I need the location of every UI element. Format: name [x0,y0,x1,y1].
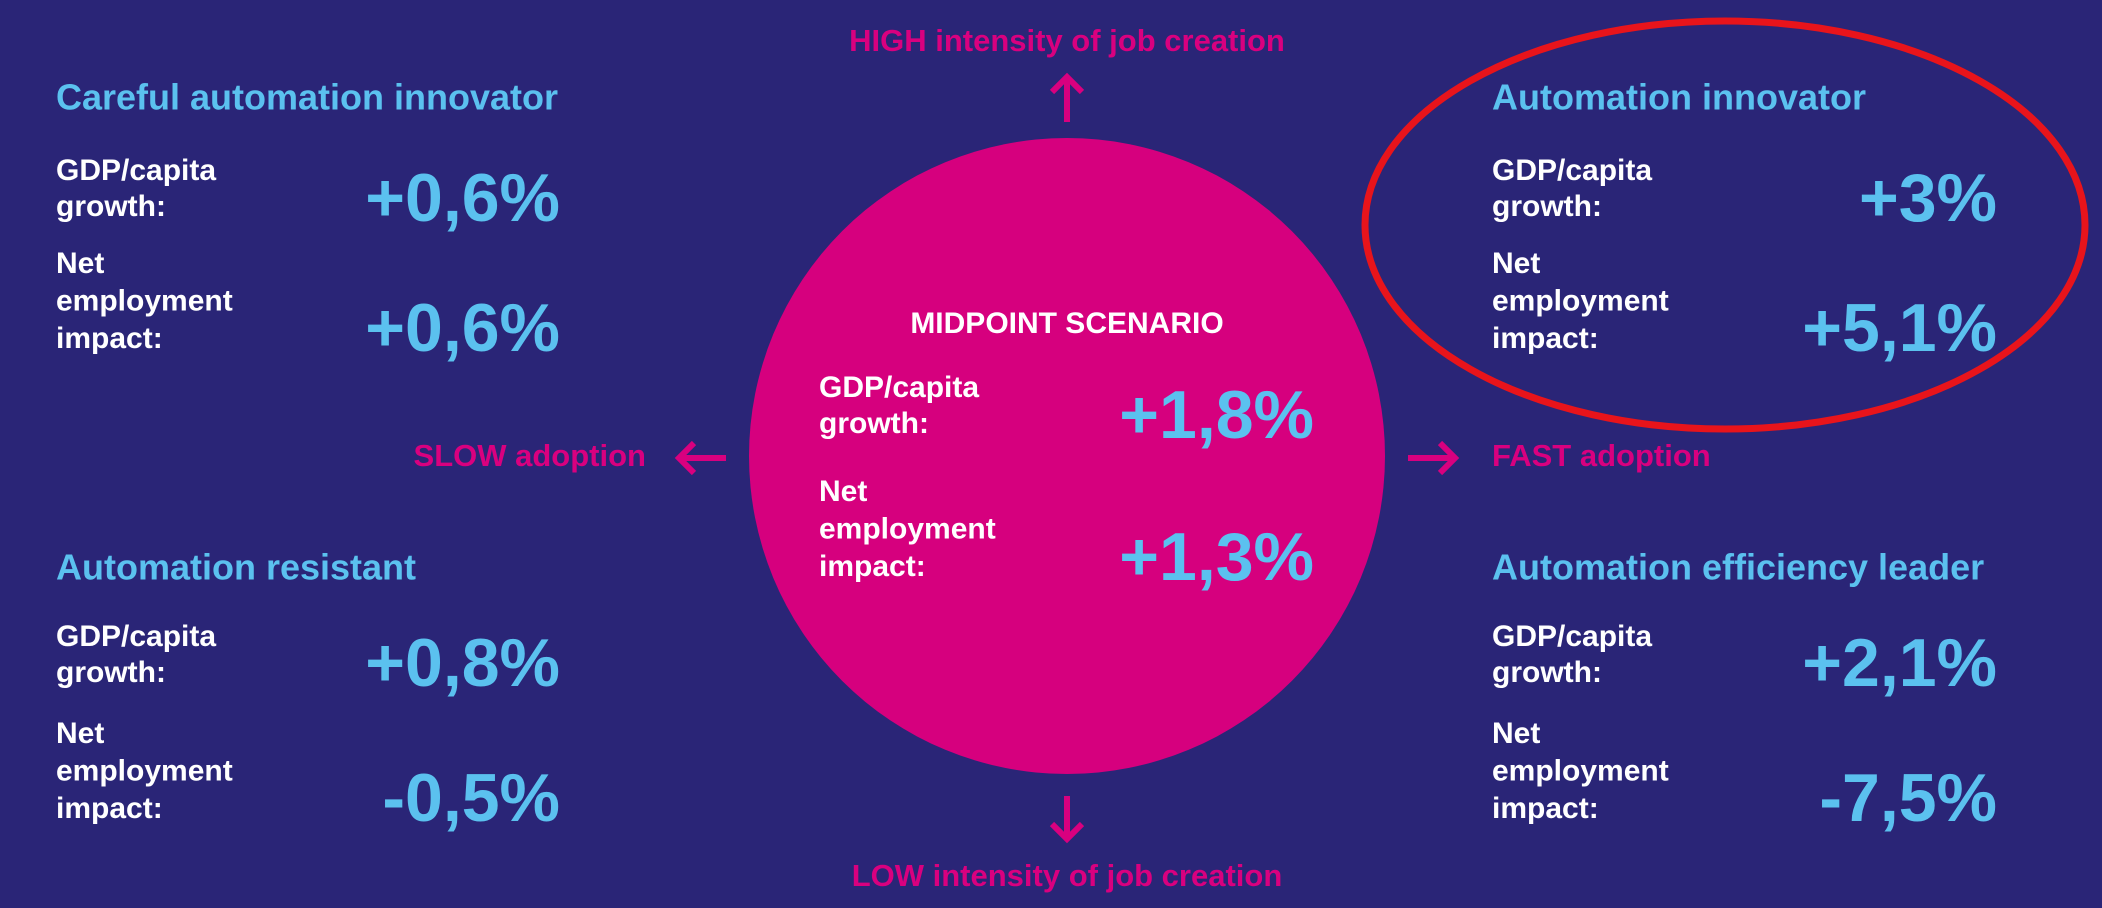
axis-top-label: HIGH intensity of job creation [849,23,1285,58]
employment-label: employment [1492,284,1669,317]
quadrant-title: Automation innovator [1492,77,1866,118]
employment-label: employment [819,512,996,545]
gdp-label: GDP/capita [56,154,216,187]
employment-label: Net [1492,247,1540,280]
employment-label: employment [56,284,233,317]
gdp-label: growth: [1492,190,1602,223]
employment-label: Net [56,247,104,280]
employment-label: Net [1492,717,1540,750]
gdp-label: growth: [819,407,929,440]
gdp-label: GDP/capita [1492,154,1652,187]
gdp-value: +0,6% [365,160,560,236]
gdp-label: growth: [1492,656,1602,689]
employment-label: impact: [56,322,163,355]
center-title: MIDPOINT SCENARIO [910,307,1223,340]
axis-bottom-label: LOW intensity of job creation [852,858,1283,893]
quadrant-title: Careful automation innovator [56,77,558,118]
midpoint-circle [749,138,1385,774]
employment-value: +5,1% [1802,290,1997,366]
arrow-right [1408,440,1460,476]
arrow-left [674,440,726,476]
employment-label: Net [819,475,867,508]
employment-value: +0,6% [365,290,560,366]
quadrant-title: Automation efficiency leader [1492,547,1984,588]
employment-value: +1,3% [1119,519,1314,595]
quadrant-title: Automation resistant [56,547,416,588]
employment-label: employment [56,754,233,787]
employment-label: employment [1492,754,1669,787]
highlight-ellipse [1361,17,2089,433]
gdp-label: GDP/capita [819,371,979,404]
axis-right-label: FAST adoption [1492,438,1711,473]
gdp-value: +2,1% [1802,625,1997,701]
employment-label: impact: [1492,322,1599,355]
employment-value: -7,5% [1819,760,1997,836]
gdp-label: growth: [56,190,166,223]
gdp-label: GDP/capita [56,620,216,653]
gdp-label: growth: [56,656,166,689]
employment-label: impact: [1492,792,1599,825]
arrow-up [1049,72,1085,122]
gdp-label: GDP/capita [1492,620,1652,653]
employment-label: impact: [819,550,926,583]
arrow-down [1049,796,1085,844]
axis-left-label: SLOW adoption [414,438,646,473]
gdp-value: +1,8% [1119,377,1314,453]
employment-value: -0,5% [382,760,560,836]
gdp-value: +3% [1859,160,1997,236]
employment-label: impact: [56,792,163,825]
gdp-value: +0,8% [365,625,560,701]
employment-label: Net [56,717,104,750]
